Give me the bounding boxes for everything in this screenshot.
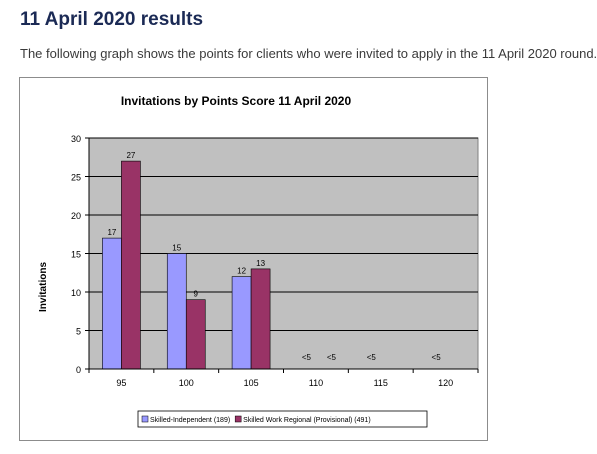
data-label: <5 xyxy=(302,353,312,362)
data-label: 12 xyxy=(237,267,246,276)
data-label: 17 xyxy=(107,228,116,237)
y-tick-label: 25 xyxy=(71,173,81,183)
bar-skilled-work-regional xyxy=(250,268,271,370)
legend-label: Skilled-Independent (189) xyxy=(150,417,230,424)
bar-skilled-work-regional xyxy=(121,160,141,370)
x-tick-label: 115 xyxy=(374,378,388,388)
x-tick-label: 120 xyxy=(438,378,453,388)
y-tick-label: 5 xyxy=(76,327,81,337)
legend-label: Skilled Work Regional (Provisional) (491… xyxy=(243,417,370,424)
data-label: <5 xyxy=(367,353,377,362)
chart-container: Invitations by Points Score 11 April 202… xyxy=(19,77,488,441)
data-label: 13 xyxy=(256,259,265,268)
y-tick-label: 20 xyxy=(71,211,81,221)
chart-title: Invitations by Points Score 11 April 202… xyxy=(121,94,352,108)
legend-swatch xyxy=(141,415,149,423)
page-title: 11 April 2020 results xyxy=(20,9,204,30)
data-label: 27 xyxy=(126,151,135,160)
legend-box xyxy=(137,410,428,428)
x-tick-label: 100 xyxy=(179,378,194,388)
data-label: 15 xyxy=(172,244,181,253)
x-tick-label: 110 xyxy=(309,378,323,388)
y-tick-label: 30 xyxy=(71,134,81,144)
legend: Skilled-Independent (189) Skilled Work Re… xyxy=(137,410,428,428)
data-label: <5 xyxy=(432,353,442,362)
bar-skilled-work-regional xyxy=(185,299,206,370)
bar-skilled-independent xyxy=(166,253,187,370)
bar-skilled-independent xyxy=(102,237,122,370)
bars-group: 17 15 12 <5 <5 <5 27 9 13 <5 xyxy=(102,151,442,370)
y-axis-label: Invitations xyxy=(38,262,49,312)
legend-swatch xyxy=(234,415,242,423)
y-tick-label: 15 xyxy=(71,250,81,260)
data-label: <5 xyxy=(327,353,337,362)
axes-group: 0 5 10 15 20 25 30 95 100 105 110 115 120 xyxy=(71,134,479,388)
x-tick-label: 105 xyxy=(244,378,259,388)
gridlines xyxy=(89,137,478,331)
bar-skilled-independent xyxy=(231,276,252,370)
data-label: 9 xyxy=(194,290,199,299)
y-tick-label: 0 xyxy=(76,365,81,375)
intro-text: The following graph shows the points for… xyxy=(20,46,597,61)
y-tick-label: 10 xyxy=(71,288,81,298)
bar-chart: Invitations by Points Score 11 April 202… xyxy=(38,94,479,428)
x-tick-label: 95 xyxy=(116,378,126,388)
